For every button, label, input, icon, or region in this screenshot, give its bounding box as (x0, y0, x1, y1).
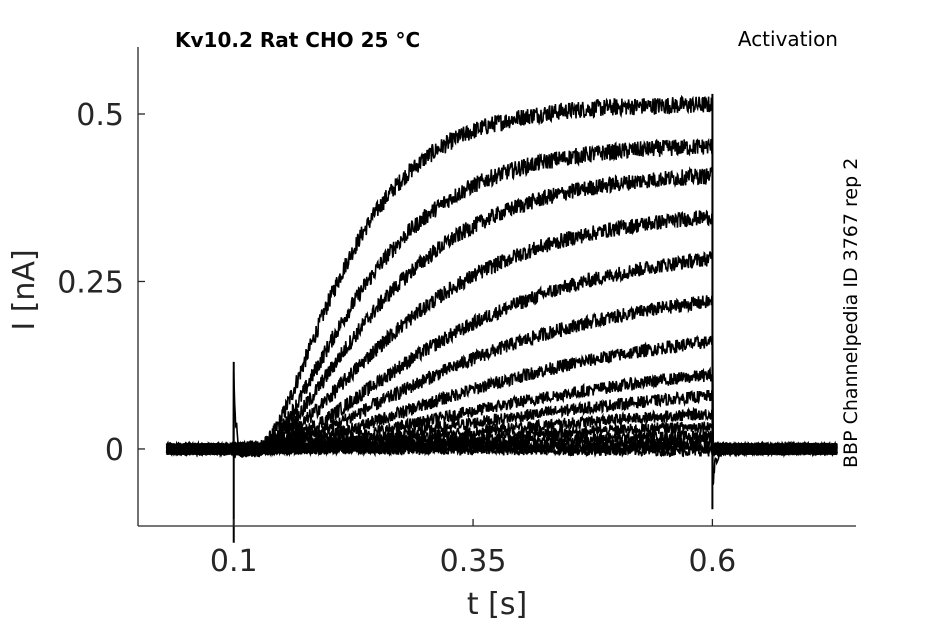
protocol-label: Activation (738, 27, 838, 51)
channelpedia-id-label: BBP Channelpedia ID 3767 rep 2 (840, 158, 862, 468)
current-trace (165, 440, 838, 458)
chart-title: Kv10.2 Rat CHO 25 °C (175, 28, 420, 52)
current-traces (165, 93, 838, 543)
x-tick-label: 0.1 (210, 544, 258, 579)
y-tick-label: 0 (105, 433, 124, 468)
y-axis-ticks: 0 0.25 0.5 (57, 98, 145, 468)
y-axis-label: I [nA] (7, 249, 42, 330)
y-tick-label: 0.25 (57, 265, 124, 300)
y-tick-label: 0.5 (76, 98, 124, 133)
x-tick-label: 0.6 (689, 544, 737, 579)
x-tick-label: 0.35 (440, 544, 507, 579)
x-axis-ticks: 0.1 0.35 0.6 (210, 519, 736, 579)
x-axis-label: t [s] (467, 587, 527, 622)
